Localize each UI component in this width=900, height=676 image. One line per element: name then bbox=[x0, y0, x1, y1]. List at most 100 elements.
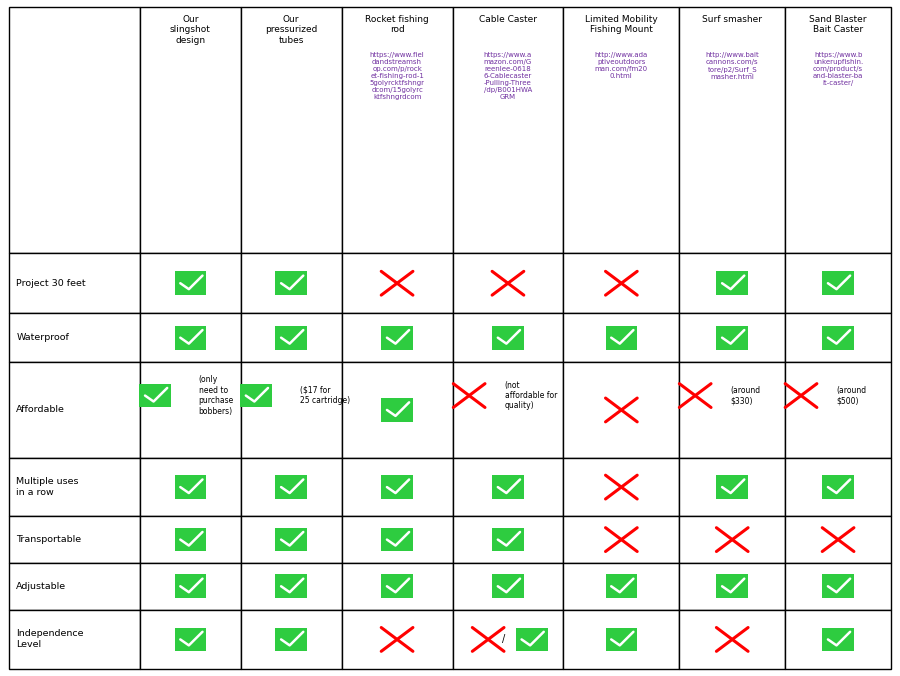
Bar bbox=[453, 253, 563, 314]
Bar bbox=[342, 516, 453, 563]
Bar bbox=[175, 271, 206, 295]
Bar bbox=[563, 314, 680, 362]
Text: (around
$330): (around $330) bbox=[731, 386, 761, 405]
Bar bbox=[342, 7, 453, 253]
Bar bbox=[342, 563, 453, 610]
Text: Surf smasher: Surf smasher bbox=[702, 15, 762, 24]
Bar bbox=[680, 7, 785, 253]
Bar bbox=[241, 314, 342, 362]
Bar bbox=[9, 516, 140, 563]
Bar bbox=[785, 516, 891, 563]
Bar bbox=[563, 7, 680, 253]
Bar bbox=[382, 326, 413, 349]
Text: http://www.bait
cannons.com/s
tore/p2/Surf_S
masher.html: http://www.bait cannons.com/s tore/p2/Su… bbox=[706, 52, 759, 80]
Bar bbox=[680, 458, 785, 516]
Bar bbox=[716, 475, 748, 499]
Text: Waterproof: Waterproof bbox=[16, 333, 69, 342]
Bar bbox=[9, 362, 140, 458]
Bar bbox=[9, 314, 140, 362]
Bar bbox=[382, 528, 413, 552]
Bar bbox=[716, 326, 748, 349]
Bar bbox=[492, 475, 524, 499]
Bar bbox=[342, 253, 453, 314]
Bar bbox=[453, 563, 563, 610]
Bar bbox=[516, 627, 547, 651]
Bar bbox=[175, 627, 206, 651]
Bar bbox=[9, 7, 140, 253]
Text: https://www.b
unkerupfishin.
com/product/s
and-blaster-ba
it-caster/: https://www.b unkerupfishin. com/product… bbox=[813, 52, 863, 86]
Bar bbox=[241, 610, 342, 669]
Bar bbox=[606, 627, 637, 651]
Bar bbox=[140, 362, 241, 458]
Bar bbox=[453, 362, 563, 458]
Bar bbox=[140, 563, 241, 610]
Bar bbox=[492, 326, 524, 349]
Text: https://www.a
mazon.com/G
reenlee-0618
6-Cablecaster
-Pulling-Three
/dp/B001HWA
: https://www.a mazon.com/G reenlee-0618 6… bbox=[484, 52, 532, 100]
Text: (around
$500): (around $500) bbox=[837, 386, 867, 405]
Bar bbox=[680, 253, 785, 314]
Bar bbox=[563, 563, 680, 610]
Bar bbox=[453, 7, 563, 253]
Bar bbox=[140, 253, 241, 314]
Bar bbox=[823, 475, 854, 499]
Text: Our
slingshot
design: Our slingshot design bbox=[170, 15, 211, 45]
Bar bbox=[563, 516, 680, 563]
Bar bbox=[9, 610, 140, 669]
Text: http://www.ada
ptiveoutdoors
man.com/fm20
0.html: http://www.ada ptiveoutdoors man.com/fm2… bbox=[595, 52, 648, 79]
Bar bbox=[382, 575, 413, 598]
Bar bbox=[785, 563, 891, 610]
Bar bbox=[716, 575, 748, 598]
Bar bbox=[140, 384, 171, 408]
Bar bbox=[563, 253, 680, 314]
Bar bbox=[382, 475, 413, 499]
Bar bbox=[680, 610, 785, 669]
Text: ($17 for
25 cartridge): ($17 for 25 cartridge) bbox=[300, 386, 349, 405]
Text: (not
affordable for
quality): (not affordable for quality) bbox=[505, 381, 557, 410]
Bar bbox=[563, 362, 680, 458]
Bar bbox=[680, 516, 785, 563]
Bar bbox=[140, 458, 241, 516]
Bar bbox=[9, 458, 140, 516]
Bar bbox=[275, 326, 307, 349]
Text: /: / bbox=[502, 634, 505, 644]
Text: Adjustable: Adjustable bbox=[16, 582, 67, 591]
Bar bbox=[140, 314, 241, 362]
Bar bbox=[275, 627, 307, 651]
Bar bbox=[606, 326, 637, 349]
Bar bbox=[716, 271, 748, 295]
Bar bbox=[785, 458, 891, 516]
Text: Cable Caster: Cable Caster bbox=[479, 15, 537, 24]
Text: (only
need to
purchase
bobbers): (only need to purchase bobbers) bbox=[199, 375, 234, 416]
Text: Independence
Level: Independence Level bbox=[16, 629, 84, 650]
Bar bbox=[680, 362, 785, 458]
Text: Multiple uses
in a row: Multiple uses in a row bbox=[16, 477, 78, 497]
Bar bbox=[275, 271, 307, 295]
Bar bbox=[785, 362, 891, 458]
Bar bbox=[175, 528, 206, 552]
Bar bbox=[785, 314, 891, 362]
Bar bbox=[9, 253, 140, 314]
Bar bbox=[342, 458, 453, 516]
Bar bbox=[492, 528, 524, 552]
Bar bbox=[241, 7, 342, 253]
Text: Our
pressurized
tubes: Our pressurized tubes bbox=[266, 15, 318, 45]
Text: Project 30 feet: Project 30 feet bbox=[16, 279, 86, 288]
Bar bbox=[382, 398, 413, 422]
Bar bbox=[492, 575, 524, 598]
Bar bbox=[680, 314, 785, 362]
Bar bbox=[240, 384, 272, 408]
Text: Sand Blaster
Bait Caster: Sand Blaster Bait Caster bbox=[809, 15, 867, 34]
Bar bbox=[823, 271, 854, 295]
Text: Affordable: Affordable bbox=[16, 406, 65, 414]
Bar bbox=[823, 326, 854, 349]
Text: Transportable: Transportable bbox=[16, 535, 81, 544]
Bar bbox=[342, 362, 453, 458]
Bar bbox=[241, 362, 342, 458]
Bar bbox=[342, 610, 453, 669]
Bar bbox=[140, 610, 241, 669]
Text: Limited Mobility
Fishing Mount: Limited Mobility Fishing Mount bbox=[585, 15, 658, 34]
Bar bbox=[275, 528, 307, 552]
Bar bbox=[785, 610, 891, 669]
Bar bbox=[680, 563, 785, 610]
Bar bbox=[453, 516, 563, 563]
